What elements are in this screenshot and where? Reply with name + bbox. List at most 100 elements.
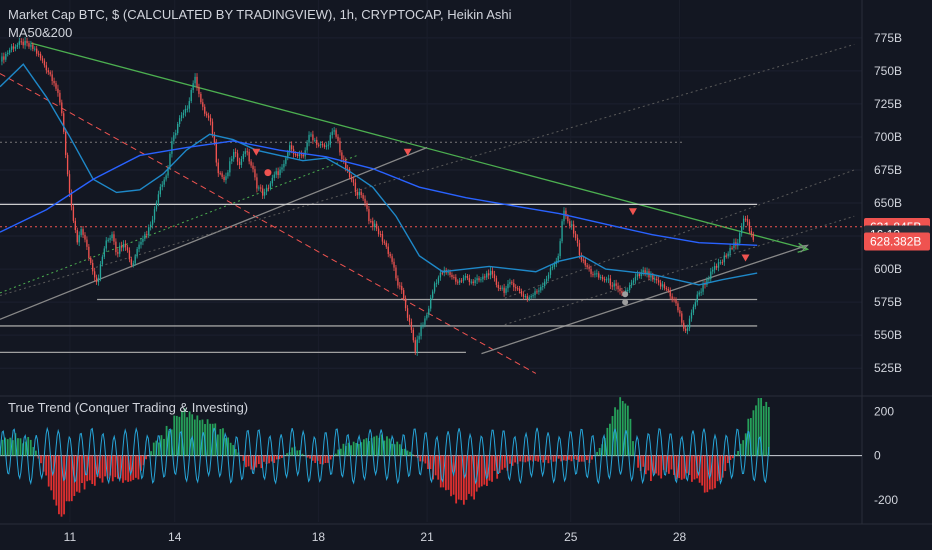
candle-body bbox=[613, 283, 615, 287]
candle-body bbox=[681, 313, 683, 323]
candle-body bbox=[418, 336, 420, 340]
candle-body bbox=[275, 171, 277, 175]
candle-body bbox=[213, 134, 216, 143]
candle-body bbox=[499, 287, 501, 289]
candle-body bbox=[314, 139, 316, 141]
candle-body bbox=[346, 168, 349, 170]
candle-body bbox=[729, 247, 731, 254]
candle-body bbox=[387, 246, 389, 254]
candle-body bbox=[159, 186, 161, 195]
price-tag-box bbox=[864, 232, 930, 251]
candle-body bbox=[569, 221, 571, 226]
candle-body bbox=[221, 173, 223, 177]
candle-body bbox=[200, 93, 202, 103]
candle-body bbox=[547, 274, 550, 279]
candle-body bbox=[721, 262, 724, 264]
candle-body bbox=[180, 115, 183, 119]
candle-body bbox=[262, 188, 264, 196]
candle-body bbox=[675, 299, 677, 304]
true-trend-indicator-label[interactable]: True Trend (Conquer Trading & Investing) bbox=[8, 400, 249, 415]
sell-signal-marker bbox=[403, 148, 412, 156]
candle-body bbox=[246, 151, 248, 153]
candle-body bbox=[267, 187, 270, 189]
candle-body bbox=[153, 209, 156, 220]
candle-body bbox=[584, 259, 586, 266]
candle-body bbox=[628, 285, 631, 291]
candle-body bbox=[393, 261, 395, 268]
candle-body bbox=[559, 241, 561, 257]
candle-body bbox=[524, 296, 527, 298]
candle-body bbox=[383, 241, 386, 243]
candle-body bbox=[333, 130, 335, 132]
candle-body bbox=[32, 44, 34, 49]
candle-body bbox=[70, 193, 73, 207]
channel-arrow bbox=[798, 244, 810, 253]
candle-body bbox=[544, 281, 546, 286]
candle-body bbox=[209, 117, 212, 122]
candle-body bbox=[607, 278, 610, 280]
candle-body bbox=[184, 108, 187, 113]
ma-indicator-label[interactable]: MA50&200 bbox=[8, 25, 73, 40]
candle-body bbox=[399, 285, 401, 287]
price-tick-label: 775B bbox=[874, 31, 902, 45]
candle-body bbox=[12, 46, 15, 49]
candle-body bbox=[10, 46, 13, 50]
candle-body bbox=[677, 303, 679, 311]
candle-body bbox=[557, 256, 559, 261]
sell-signal-marker bbox=[741, 254, 750, 262]
candle-body bbox=[528, 297, 530, 300]
candle-body bbox=[177, 124, 179, 134]
candle-body bbox=[725, 255, 727, 257]
candle-body bbox=[522, 294, 525, 297]
candle-body bbox=[704, 283, 706, 285]
candle-body bbox=[63, 113, 65, 132]
oscillator-tick-label: -200 bbox=[874, 493, 898, 507]
candle-body bbox=[594, 273, 596, 275]
candle-body bbox=[285, 158, 287, 164]
candle-body bbox=[403, 290, 405, 299]
candle-body bbox=[279, 169, 281, 176]
candle-body bbox=[271, 177, 274, 184]
candle-body bbox=[207, 115, 210, 118]
candle-body bbox=[51, 74, 53, 81]
oscillator-tick-label: 0 bbox=[874, 449, 881, 463]
candle-body bbox=[518, 288, 521, 292]
candle-body bbox=[592, 274, 594, 276]
candle-body bbox=[389, 253, 391, 257]
candle-body bbox=[739, 233, 741, 243]
time-tick-label: 11 bbox=[64, 530, 77, 544]
candle-body bbox=[82, 229, 84, 235]
sell-signal-marker bbox=[252, 148, 261, 156]
candle-body bbox=[343, 159, 345, 161]
candle-body bbox=[64, 131, 67, 155]
price-tick-label: 650B bbox=[874, 196, 902, 210]
candle-body bbox=[151, 219, 154, 225]
candle-body bbox=[515, 287, 517, 289]
candle-body bbox=[630, 282, 633, 286]
candle-body bbox=[103, 248, 105, 257]
candle-body bbox=[109, 238, 111, 240]
candle-body bbox=[397, 278, 399, 286]
candle-body bbox=[657, 280, 660, 283]
candle-body bbox=[474, 280, 476, 283]
candle-body bbox=[416, 339, 418, 352]
candle-body bbox=[329, 135, 331, 145]
candle-body bbox=[435, 282, 438, 284]
candle-body bbox=[300, 154, 302, 156]
candle-body bbox=[231, 158, 233, 162]
candle-body bbox=[119, 245, 121, 254]
candle-body bbox=[134, 256, 136, 264]
candle-body bbox=[167, 167, 169, 176]
candle-body bbox=[717, 262, 720, 268]
candle-body bbox=[470, 281, 472, 283]
candle-body bbox=[281, 167, 283, 170]
candle-body bbox=[580, 255, 583, 260]
candle-body bbox=[368, 209, 370, 222]
candle-body bbox=[3, 56, 5, 60]
candle-body bbox=[327, 144, 330, 146]
candle-body bbox=[497, 284, 499, 288]
candle-body bbox=[702, 283, 704, 292]
candle-body bbox=[169, 153, 171, 168]
candle-body bbox=[22, 41, 24, 46]
